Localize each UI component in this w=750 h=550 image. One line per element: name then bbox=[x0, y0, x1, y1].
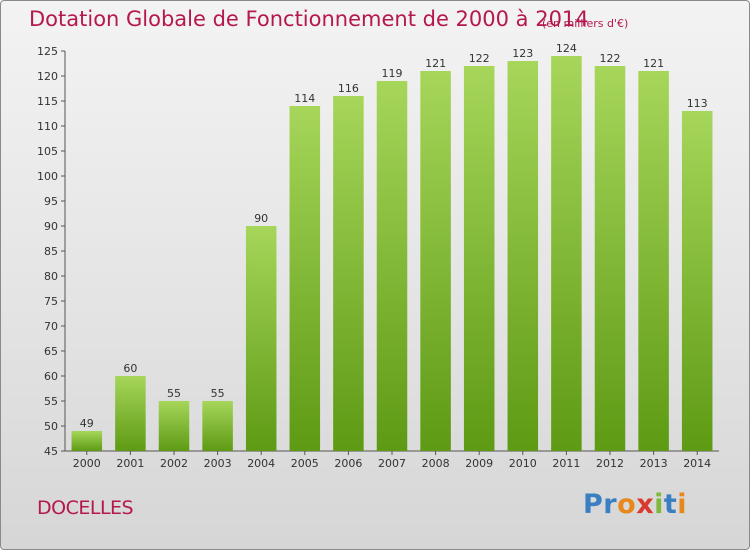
bar bbox=[289, 106, 321, 451]
bar-value-label: 55 bbox=[211, 387, 225, 400]
x-tick-label: 2003 bbox=[204, 457, 232, 470]
x-tick-label: 2011 bbox=[552, 457, 580, 470]
logo-letter: r bbox=[603, 489, 618, 520]
bar bbox=[376, 81, 408, 451]
commune-name: DOCELLES bbox=[37, 497, 134, 519]
y-tick-label: 125 bbox=[37, 45, 58, 58]
bar-value-label: 122 bbox=[469, 52, 490, 65]
y-tick-label: 115 bbox=[37, 95, 58, 108]
bar-value-label: 121 bbox=[643, 57, 664, 70]
y-tick-label: 45 bbox=[44, 445, 58, 458]
bar bbox=[551, 56, 582, 451]
x-tick-label: 2007 bbox=[378, 457, 406, 470]
y-tick-label: 50 bbox=[44, 420, 58, 433]
y-tick-label: 80 bbox=[44, 270, 58, 283]
x-tick-label: 2006 bbox=[334, 457, 362, 470]
chart-subtitle: (en milliers d'€) bbox=[542, 17, 629, 30]
bar-value-label: 114 bbox=[294, 92, 315, 105]
chart-labels: 2000 49 2001 60 2002 55 2003 55 2004 90 2005 114 200… bbox=[73, 42, 711, 470]
logo-letter: P bbox=[583, 489, 604, 520]
logo-letter: i bbox=[654, 489, 664, 520]
bar bbox=[202, 401, 233, 451]
y-tick-label: 105 bbox=[37, 145, 58, 158]
x-tick-label: 2014 bbox=[683, 457, 711, 470]
x-tick-label: 2010 bbox=[509, 457, 537, 470]
bar bbox=[420, 71, 451, 451]
y-tick-label: 85 bbox=[44, 245, 58, 258]
x-tick-label: 2005 bbox=[291, 457, 319, 470]
bar-value-label: 116 bbox=[338, 82, 359, 95]
bar-value-label: 55 bbox=[167, 387, 181, 400]
y-tick-label: 60 bbox=[44, 370, 58, 383]
bar-value-label: 113 bbox=[687, 97, 708, 110]
bar-value-label: 123 bbox=[512, 47, 533, 60]
x-tick-label: 2012 bbox=[596, 457, 624, 470]
bar-value-label: 121 bbox=[425, 57, 446, 70]
y-tick-label: 55 bbox=[44, 395, 58, 408]
y-tick-label: 70 bbox=[44, 320, 58, 333]
bar-value-label: 90 bbox=[254, 212, 268, 225]
bar-value-label: 49 bbox=[80, 417, 94, 430]
bar-value-label: 119 bbox=[382, 67, 403, 80]
logo-letter: i bbox=[677, 489, 688, 520]
x-tick-label: 2001 bbox=[116, 457, 144, 470]
y-tick-label: 100 bbox=[37, 170, 58, 183]
bar-value-label: 124 bbox=[556, 42, 577, 55]
logo-letter: t bbox=[663, 489, 678, 520]
bar bbox=[158, 401, 190, 451]
bar bbox=[333, 96, 364, 451]
y-tick-label: 120 bbox=[37, 70, 58, 83]
y-tick-label: 110 bbox=[37, 120, 58, 133]
bar-value-label: 122 bbox=[600, 52, 621, 65]
bar bbox=[71, 431, 103, 451]
logo-letter: x bbox=[636, 489, 655, 520]
bar bbox=[681, 111, 713, 451]
bar-value-label: 60 bbox=[123, 362, 137, 375]
bar bbox=[245, 226, 277, 451]
proxiti-logo[interactable]: Proxiti bbox=[583, 489, 687, 520]
y-tick-label: 65 bbox=[44, 345, 58, 358]
chart-bars bbox=[71, 56, 713, 451]
bar bbox=[115, 376, 146, 451]
x-tick-label: 2009 bbox=[465, 457, 493, 470]
y-tick-label: 95 bbox=[44, 195, 58, 208]
bar bbox=[507, 61, 539, 451]
x-tick-label: 2013 bbox=[640, 457, 668, 470]
chart-title: Dotation Globale de Fonctionnement de 20… bbox=[29, 7, 589, 31]
y-tick-label: 90 bbox=[44, 220, 58, 233]
x-tick-label: 2000 bbox=[73, 457, 101, 470]
x-tick-label: 2008 bbox=[422, 457, 450, 470]
x-tick-label: 2002 bbox=[160, 457, 188, 470]
x-tick-label: 2004 bbox=[247, 457, 275, 470]
bar bbox=[594, 66, 626, 451]
bar bbox=[638, 71, 669, 451]
logo-letter: o bbox=[617, 489, 637, 520]
bar bbox=[463, 66, 495, 451]
chart-axes: 45 50 55 60 65 70 75 80 85 90 95 100 105 110 115 120 125 bbox=[37, 45, 719, 458]
y-tick-label: 75 bbox=[44, 295, 58, 308]
